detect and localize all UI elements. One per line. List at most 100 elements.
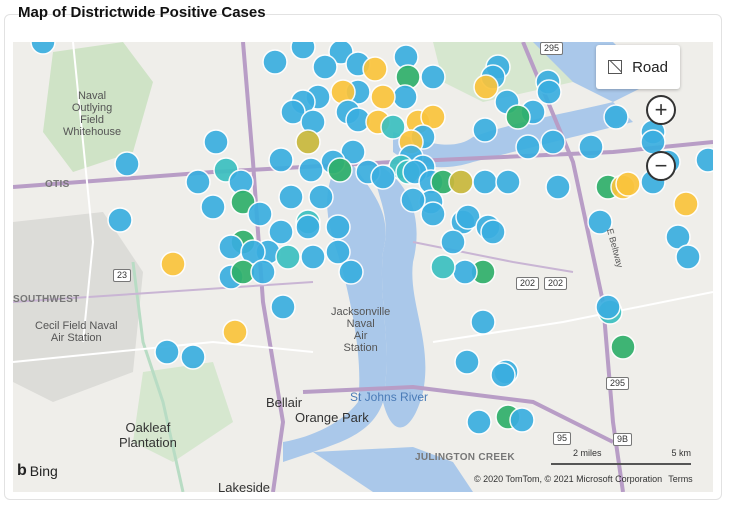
case-marker[interactable]: [247, 201, 273, 227]
case-marker[interactable]: [200, 194, 226, 220]
case-marker[interactable]: [455, 204, 481, 230]
label-julington: JULINGTON CREEK: [415, 452, 515, 463]
case-marker[interactable]: [340, 139, 366, 165]
label-orange-park: Orange Park: [295, 410, 369, 425]
case-marker[interactable]: [595, 294, 621, 320]
case-marker[interactable]: [312, 54, 338, 80]
map-style-button[interactable]: Road: [596, 45, 680, 89]
case-marker[interactable]: [578, 134, 604, 160]
bing-logo[interactable]: b Bing: [17, 462, 58, 480]
case-marker[interactable]: [300, 244, 326, 270]
case-marker[interactable]: [440, 229, 466, 255]
label-bellair: Bellair: [266, 395, 303, 410]
case-marker[interactable]: [448, 169, 474, 195]
river: [313, 447, 473, 492]
case-marker[interactable]: [325, 214, 351, 240]
case-marker[interactable]: [370, 164, 396, 190]
case-marker[interactable]: [240, 239, 266, 265]
copyright-label: © 2020 TomTom, © 2021 Microsoft Corporat…: [474, 474, 663, 484]
case-marker[interactable]: [610, 334, 636, 360]
case-marker[interactable]: [490, 362, 516, 388]
case-marker[interactable]: [536, 79, 562, 105]
case-marker[interactable]: [154, 339, 180, 365]
case-marker[interactable]: [420, 104, 446, 130]
case-marker[interactable]: [278, 184, 304, 210]
case-marker[interactable]: [454, 349, 480, 375]
shield-95: 95: [553, 432, 572, 445]
label-otis: OTIS: [45, 179, 70, 190]
case-marker[interactable]: [327, 157, 353, 183]
case-marker[interactable]: [295, 129, 321, 155]
case-marker[interactable]: [370, 84, 396, 110]
case-marker[interactable]: [392, 84, 418, 110]
case-marker[interactable]: [515, 134, 541, 160]
case-marker[interactable]: [30, 42, 56, 55]
case-marker[interactable]: [270, 294, 296, 320]
case-marker[interactable]: [280, 99, 306, 125]
page-title: Map of Districtwide Positive Cases: [18, 4, 266, 21]
case-marker[interactable]: [540, 129, 566, 155]
case-marker[interactable]: [160, 251, 186, 277]
case-marker[interactable]: [472, 117, 498, 143]
river: [393, 102, 633, 168]
terms-link[interactable]: Terms: [668, 474, 693, 484]
case-marker[interactable]: [380, 114, 406, 140]
park-area: [43, 42, 153, 172]
case-marker[interactable]: [673, 191, 699, 217]
case-marker[interactable]: [362, 56, 388, 82]
case-marker[interactable]: [420, 201, 446, 227]
case-marker[interactable]: [480, 219, 506, 245]
map-view[interactable]: Naval Outlying Field Whitehouse OTIS SOU…: [13, 42, 713, 492]
case-marker[interactable]: [695, 147, 713, 173]
case-marker[interactable]: [262, 49, 288, 75]
copyright-text: © 2020 TomTom, © 2021 Microsoft Corporat…: [468, 474, 693, 484]
case-marker[interactable]: [250, 259, 276, 285]
case-marker[interactable]: [400, 187, 426, 213]
case-marker[interactable]: [295, 214, 321, 240]
case-marker[interactable]: [203, 129, 229, 155]
case-marker[interactable]: [430, 254, 456, 280]
case-marker[interactable]: [452, 259, 478, 285]
case-marker[interactable]: [308, 184, 334, 210]
river: [283, 152, 387, 462]
case-marker[interactable]: [180, 344, 206, 370]
case-marker[interactable]: [298, 157, 324, 183]
case-marker[interactable]: [505, 104, 531, 130]
label-lakeside: Lakeside: [218, 480, 271, 492]
bing-label: Bing: [29, 463, 58, 479]
case-marker[interactable]: [466, 409, 492, 435]
case-marker[interactable]: [665, 224, 691, 250]
case-marker[interactable]: [218, 234, 244, 260]
case-marker[interactable]: [509, 407, 535, 433]
label-cecil: Cecil Field Naval Air Station: [35, 320, 118, 344]
case-marker[interactable]: [325, 239, 351, 265]
case-marker[interactable]: [420, 64, 446, 90]
case-marker[interactable]: [587, 209, 613, 235]
case-marker[interactable]: [275, 244, 301, 270]
case-marker[interactable]: [615, 171, 641, 197]
case-marker[interactable]: [338, 259, 364, 285]
scale-miles: 2 miles: [573, 448, 602, 458]
case-marker[interactable]: [675, 244, 701, 270]
scale-km: 5 km: [671, 448, 691, 458]
case-marker[interactable]: [473, 74, 499, 100]
case-marker[interactable]: [603, 104, 629, 130]
case-marker[interactable]: [114, 151, 140, 177]
case-marker[interactable]: [472, 169, 498, 195]
shield-202b: 202: [544, 277, 568, 290]
case-marker[interactable]: [185, 169, 211, 195]
case-marker[interactable]: [545, 174, 571, 200]
case-marker[interactable]: [268, 219, 294, 245]
case-marker[interactable]: [268, 147, 294, 173]
case-marker[interactable]: [222, 319, 248, 345]
map-canvas[interactable]: [13, 42, 713, 492]
zoom-in-button[interactable]: +: [646, 95, 676, 125]
case-marker[interactable]: [290, 42, 316, 60]
zoom-out-button[interactable]: −: [646, 151, 676, 181]
case-marker[interactable]: [495, 169, 521, 195]
shield-23: 23: [113, 269, 132, 282]
label-oakleaf: Oakleaf Plantation: [119, 420, 177, 450]
case-marker[interactable]: [107, 207, 133, 233]
restricted-area: [13, 212, 143, 402]
case-marker[interactable]: [470, 309, 496, 335]
